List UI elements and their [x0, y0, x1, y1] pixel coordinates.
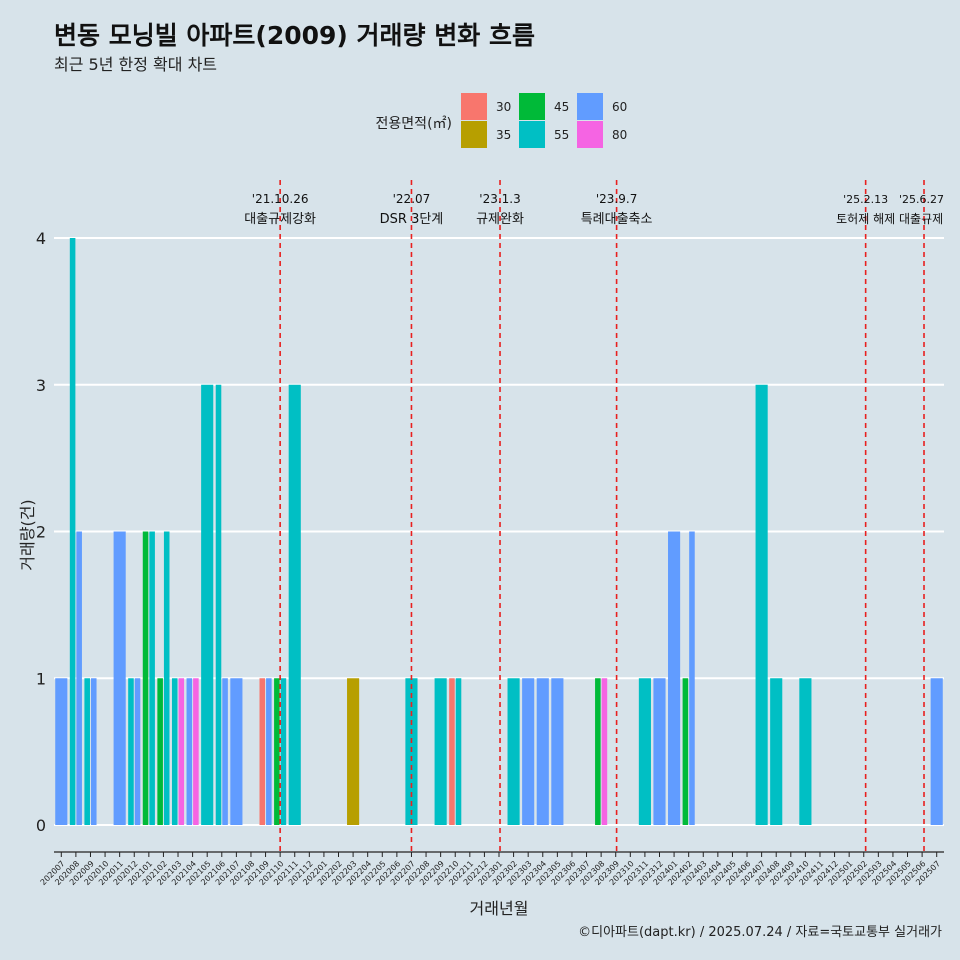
chart-subtitle: 최근 5년 한정 확대 차트 — [54, 55, 217, 74]
bar-202105-55 — [201, 384, 214, 825]
bar-202107-60 — [230, 678, 243, 825]
event-label: 토허제 해제 — [836, 212, 895, 226]
bar-202308-45 — [595, 678, 601, 825]
bar-202008-55 — [69, 238, 76, 825]
event-date: '23.9.7 — [596, 192, 637, 206]
bar-202401-60 — [668, 531, 681, 825]
legend-label-45: 45 — [554, 100, 569, 114]
event-label: 규제완화 — [476, 212, 524, 227]
y-tick-label: 2 — [36, 523, 46, 542]
bar-202402-60 — [689, 531, 695, 825]
event-date: '25.2.13 — [843, 193, 888, 206]
bar-202312-60 — [653, 678, 666, 825]
bar-202106-60 — [222, 678, 228, 825]
legend-label-35: 35 — [496, 128, 511, 142]
bar-202109-60 — [266, 678, 272, 825]
bar-202104-80 — [193, 678, 199, 825]
bar-202111-55 — [288, 384, 301, 825]
bar-202007-60 — [55, 678, 68, 825]
x-axis-title: 거래년월 — [470, 899, 529, 918]
bar-202012-55 — [128, 678, 134, 825]
legend-swatch-55 — [519, 121, 545, 148]
bar-202210-55 — [455, 678, 462, 825]
event-label: 특례대출축소 — [581, 212, 653, 227]
legend-label-80: 80 — [612, 128, 627, 142]
bar-202104-60 — [186, 678, 193, 825]
bar-202210-30 — [449, 678, 455, 825]
event-date: '21.10.26 — [252, 192, 309, 206]
bar-202305-60 — [551, 678, 564, 825]
event-label: 대출규제강화 — [244, 212, 316, 227]
bar-202009-60 — [90, 678, 97, 825]
legend-swatch-80 — [577, 121, 603, 148]
event-label: DSR 3단계 — [380, 212, 444, 227]
bar-202012-60 — [134, 678, 141, 825]
y-tick-label: 1 — [36, 669, 46, 688]
bar-202103-55 — [171, 678, 178, 825]
bar-202402-45 — [682, 678, 689, 825]
bar-202302-55 — [507, 678, 520, 825]
legend-label-55: 55 — [554, 128, 569, 142]
y-tick-label: 4 — [36, 229, 46, 248]
legend-swatch-35 — [461, 121, 487, 148]
bar-202110-45 — [274, 678, 280, 825]
bar-202303-60 — [522, 678, 535, 825]
chart-title: 변동 모닝빌 아파트(2009) 거래량 변화 흐름 — [54, 21, 535, 50]
bar-202011-60 — [113, 531, 126, 825]
bar-202308-80 — [601, 678, 608, 825]
bar-202102-55 — [163, 531, 170, 825]
bar-202109-30 — [259, 678, 266, 825]
bar-202410-55 — [799, 678, 812, 825]
y-tick-label: 3 — [36, 376, 46, 395]
y-tick-label: 0 — [36, 816, 46, 835]
y-axis-title: 거래량(건) — [18, 499, 37, 570]
bar-202101-45 — [142, 531, 149, 825]
legend-label-60: 60 — [612, 100, 627, 114]
bar-202102-45 — [157, 678, 163, 825]
bar-202103-80 — [178, 678, 185, 825]
bar-202008-60 — [76, 531, 82, 825]
event-date: '25.6.27 — [899, 193, 944, 206]
bar-202408-55 — [770, 678, 783, 825]
event-date: '23.1.3 — [479, 192, 520, 206]
caption: ©디아파트(dapt.kr) / 2025.07.24 / 자료=국토교통부 실… — [578, 925, 942, 940]
legend-swatch-30 — [461, 93, 487, 120]
bar-202209-55 — [434, 678, 447, 825]
legend-swatch-60 — [577, 93, 603, 120]
bar-202304-60 — [536, 678, 549, 825]
event-label: 대출규제 — [899, 212, 943, 226]
bar-202311-55 — [638, 678, 651, 825]
legend-label-30: 30 — [496, 100, 511, 114]
legend-title: 전용면적(㎡) — [376, 116, 452, 132]
bar-202507-60 — [930, 678, 943, 825]
bar-202407-55 — [755, 384, 768, 825]
bar-202106-55 — [215, 384, 222, 825]
bar-202009-55 — [84, 678, 90, 825]
bar-202110-55 — [280, 678, 287, 825]
bar-202203-35 — [347, 678, 360, 825]
bar-202101-55 — [149, 531, 155, 825]
legend-swatch-45 — [519, 93, 545, 120]
event-date: '22.07 — [393, 192, 431, 206]
